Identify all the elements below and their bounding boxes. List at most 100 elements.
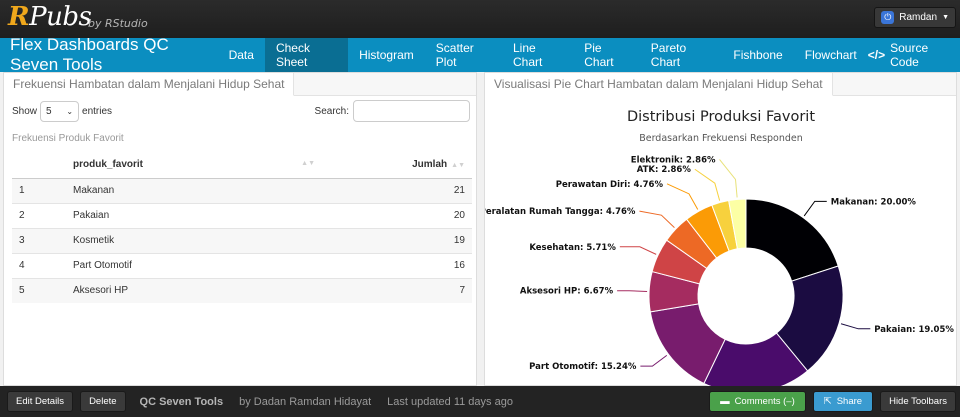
logo-text: Pubs [29,2,92,32]
logo-byline: by RStudio [88,17,148,30]
label-leader-line [666,183,699,210]
label-leader-line [619,246,657,255]
tab-check-sheet[interactable]: Check Sheet [264,38,349,72]
chart-subtitle: Berdasarkan Frekuensi Responden [639,133,803,144]
comments-label: Comments (–) [734,396,795,407]
column-header-jumlah[interactable]: Jumlah ▲▼ [323,151,472,179]
rpubs-header: RPubs by RStudio ⏻ Ramdan ▼ [0,0,960,38]
cell-index: 4 [12,252,73,278]
hide-toolbars-button[interactable]: Hide Toolbars [880,391,956,412]
last-updated-text: Last updated 11 days ago [387,395,513,408]
cell-jumlah: 16 [323,252,472,278]
source-code-label: Source Code [890,41,929,69]
pie-slice-makanan[interactable] [745,198,839,282]
search-label: Search: [314,105,349,117]
comment-icon: ▬ [720,396,730,407]
chart-title: Distribusi Produksi Favorit [627,109,815,125]
user-name: Ramdan [899,12,938,23]
cell-produk: Part Otomotif [73,252,323,278]
power-icon: ⏻ [881,11,895,24]
tab-pareto-chart[interactable]: Pareto Chart [650,41,687,69]
tab-fishbone[interactable]: Fishbone [733,48,783,62]
cell-produk: Kosmetik [73,227,323,253]
pie-slice-elektronik[interactable] [728,198,747,250]
label-leader-line [719,159,738,198]
tab-line-chart[interactable]: Line Chart [512,41,543,69]
cell-jumlah: 7 [323,277,472,303]
column-label: produk_favorit [73,158,144,170]
rpubs-logo[interactable]: RPubs [8,2,92,32]
search-control: Search: [315,100,470,122]
chevron-down-icon: ⌄ [66,107,74,116]
dashboard-title: Flex Dashboards QC Seven Tools [10,35,169,74]
tab-flowchart[interactable]: Flowchart [804,48,857,62]
cell-index: 1 [12,177,73,203]
label-leader-line [840,323,871,330]
cell-produk: Pakaian [73,202,323,228]
share-label: Share [836,396,863,407]
share-icon: ⇱ [823,396,832,407]
donut-chart: Distribusi Produksi Favorit Berdasarkan … [485,109,954,387]
chart-panel: Visualisasi Pie Chart Hambatan dalam Men… [484,72,957,387]
entries-length-control: Show 5 ⌄ entries [12,101,112,122]
column-header-index[interactable] [12,151,73,179]
source-code-link[interactable]: </> Source Code [868,38,960,72]
entries-select[interactable]: 5 ⌄ [40,101,80,122]
caret-down-icon: ▼ [942,14,949,21]
label-leader-line [694,168,721,201]
chart-panel-title: Visualisasi Pie Chart Hambatan dalam Men… [485,73,833,96]
slice-data-label: Pakaian: 19.05% [874,325,954,335]
cell-index: 2 [12,202,73,228]
tab-histogram[interactable]: Histogram [359,48,414,62]
document-title: QC Seven Tools [139,395,224,408]
cell-jumlah: 19 [323,227,472,253]
slice-data-label: Perawatan Diri: 4.76% [556,180,664,190]
table-row[interactable]: 5 Aksesori HP 7 [12,277,472,303]
column-label: Jumlah [412,158,448,170]
tab-data[interactable]: Data [228,48,254,62]
tab-pie-chart[interactable]: Pie Chart [584,41,614,69]
edit-details-button[interactable]: Edit Details [7,391,74,412]
cell-index: 5 [12,277,73,303]
slice-data-label: Kesehatan: 5.71% [529,243,616,253]
frequency-table: produk_favorit ▲▼ Jumlah ▲▼ 1 Makanan 21 2 Pa… [12,151,472,303]
pie-slice-pakaian[interactable] [775,265,844,372]
search-input[interactable] [353,100,470,122]
table-row[interactable]: 1 Makanan 21 [12,177,472,203]
entries-label: entries [82,106,113,117]
logo-r: R [8,2,30,32]
table-caption: Frekuensi Produk Favorit [12,133,124,144]
table-row[interactable]: 3 Kosmetik 19 [12,227,472,253]
label-leader-line [640,354,668,367]
show-label: Show [12,106,38,117]
code-icon: </> [867,48,886,62]
label-leader-line [803,200,827,217]
sort-icon: ▲▼ [451,161,465,169]
cell-jumlah: 21 [323,177,472,203]
label-leader-line [617,290,648,293]
cell-index: 3 [12,227,73,253]
column-header-produk-favorit[interactable]: produk_favorit ▲▼ [73,151,323,179]
label-leader-line [639,210,675,228]
slice-data-label: Aksesori HP: 6.67% [520,287,614,297]
user-menu-button[interactable]: ⏻ Ramdan ▼ [874,7,956,28]
tab-scatter-plot[interactable]: Scatter Plot [435,41,474,69]
table-panel-title: Frekuensi Hambatan dalam Menjalani Hidup… [4,73,295,96]
cell-produk: Aksesori HP [73,277,323,303]
delete-button[interactable]: Delete [80,391,126,412]
sort-icon: ▲▼ [301,160,315,167]
slice-data-label: Peralatan Rumah Tangga: 4.76% [485,207,636,217]
cell-jumlah: 20 [323,202,472,228]
author-text: by Dadan Ramdan Hidayat [239,395,372,408]
table-panel: Frekuensi Hambatan dalam Menjalani Hidup… [3,72,477,386]
comments-button[interactable]: ▬ Comments (–) [709,391,806,412]
rpubs-footer-toolbar: Edit Details Delete QC Seven Tools by Da… [0,386,960,417]
entries-value: 5 [46,106,52,117]
table-row[interactable]: 2 Pakaian 20 [12,202,472,228]
cell-produk: Makanan [73,177,323,203]
slice-data-label: Makanan: 20.00% [831,197,917,207]
slice-data-label: Part Otomotif: 15.24% [529,362,637,372]
dashboard-navbar: Flex Dashboards QC Seven Tools Data Chec… [0,35,960,74]
share-button[interactable]: ⇱ Share [812,391,874,412]
table-row[interactable]: 4 Part Otomotif 16 [12,252,472,278]
